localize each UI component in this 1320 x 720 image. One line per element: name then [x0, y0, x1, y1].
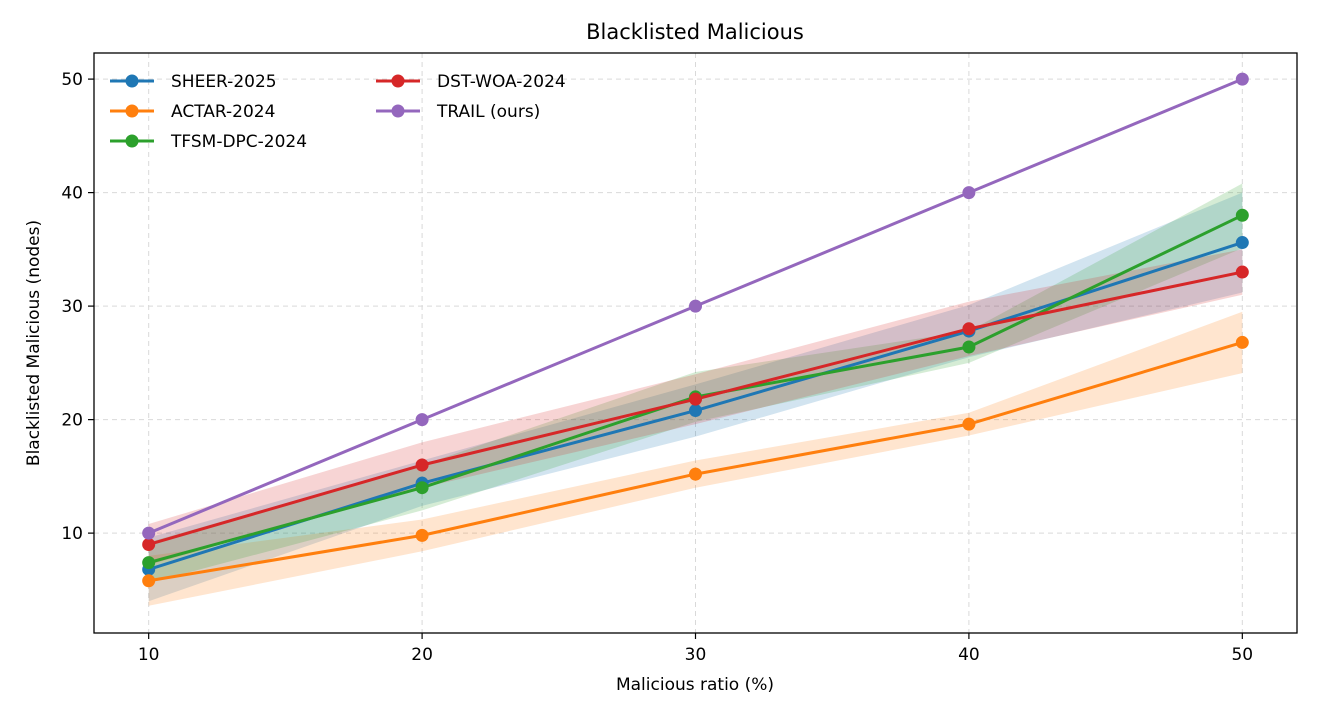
- y-tick-label: 10: [61, 524, 83, 544]
- point-dst-woa-2024-50: [1235, 265, 1249, 279]
- x-tick-label: 30: [685, 645, 707, 665]
- point-dst-woa-2024-30: [689, 392, 702, 406]
- point-tfsm-dpc-2024-50: [1235, 208, 1249, 222]
- point-dst-woa-2024-20: [415, 458, 429, 472]
- point-tfsm-dpc-2024-10: [142, 556, 156, 570]
- point-actar-2024-30: [689, 467, 702, 481]
- point-actar-2024-20: [415, 528, 429, 542]
- legend-entry-tfsm-dpc-2024: TFSM-DPC-2024: [170, 132, 307, 152]
- point-trail-ours-10: [142, 526, 156, 540]
- point-tfsm-dpc-2024-40: [962, 340, 976, 354]
- point-actar-2024-10: [142, 574, 156, 588]
- legend-swatch-marker: [391, 74, 405, 88]
- x-tick-label: 10: [138, 645, 160, 665]
- chart-title: Blacklisted Malicious: [586, 20, 804, 44]
- point-actar-2024-50: [1235, 335, 1249, 349]
- point-trail-ours-50: [1235, 72, 1249, 86]
- point-sheer-2025-50: [1235, 236, 1249, 250]
- point-dst-woa-2024-40: [962, 322, 976, 336]
- y-tick-label: 20: [61, 411, 83, 431]
- point-actar-2024-40: [962, 417, 976, 431]
- y-tick-label: 50: [61, 70, 83, 90]
- y-tick-label: 30: [61, 297, 83, 317]
- legend: SHEER-2025 ACTAR-2024 TFSM-DPC-2024 DST-WOA…: [110, 72, 566, 152]
- x-tick-label: 40: [958, 645, 980, 665]
- x-axis-ticks: 10 20 30 40 50: [138, 633, 1253, 665]
- legend-swatch-marker: [125, 104, 139, 118]
- point-trail-ours-20: [415, 413, 429, 427]
- y-axis-label: Blacklisted Malicious (nodes): [24, 220, 44, 466]
- legend-entry-trail-ours: TRAIL (ours): [436, 102, 540, 122]
- legend-swatch-marker: [391, 104, 405, 118]
- x-axis-label: Malicious ratio (%): [616, 675, 774, 695]
- legend-swatch-marker: [125, 74, 139, 88]
- x-tick-label: 20: [411, 645, 433, 665]
- point-trail-ours-40: [962, 186, 976, 200]
- legend-entry-sheer-2025: SHEER-2025: [171, 72, 277, 92]
- x-tick-label: 50: [1231, 645, 1253, 665]
- y-axis-ticks: 10 20 30 40 50: [61, 70, 94, 544]
- point-dst-woa-2024-10: [142, 537, 156, 551]
- legend-swatch-marker: [125, 134, 139, 148]
- point-trail-ours-30: [689, 299, 702, 313]
- point-tfsm-dpc-2024-20: [415, 481, 429, 495]
- legend-entry-dst-woa-2024: DST-WOA-2024: [437, 72, 566, 92]
- legend-entry-actar-2024: ACTAR-2024: [171, 102, 275, 122]
- y-tick-label: 40: [61, 184, 83, 204]
- point-sheer-2025-30: [689, 404, 702, 418]
- series-points: [142, 72, 1249, 588]
